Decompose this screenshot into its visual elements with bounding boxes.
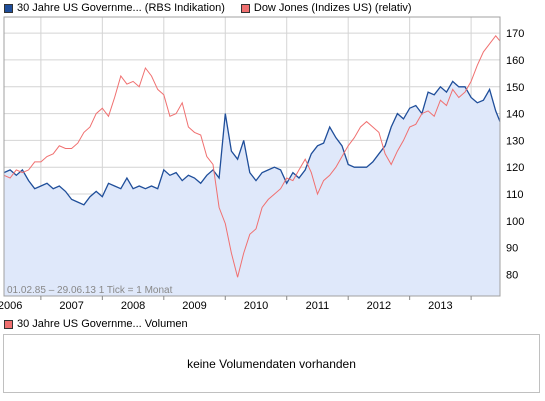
- y-tick-label-170: 170: [506, 28, 524, 40]
- x-tick-label-2011: 2011: [306, 300, 330, 312]
- y-axis: 80 90 100 110 120 130 140 150 160 170: [506, 28, 524, 281]
- y-tick-label-130: 130: [506, 135, 524, 147]
- volume-legend-swatch: [4, 319, 13, 329]
- x-tick-label-2008: 2008: [121, 300, 145, 312]
- y-tick-label-120: 120: [506, 162, 524, 174]
- x-tick-label-2009: 2009: [182, 300, 206, 312]
- y-tick-label-150: 150: [506, 82, 524, 94]
- y-tick-label-80: 80: [506, 270, 518, 282]
- legend-label-series1: 30 Jahre US Governme... (RBS Indikation): [17, 2, 225, 14]
- volume-empty-message: keine Volumendaten vorhanden: [187, 356, 356, 371]
- x-tick-label-2007: 2007: [59, 300, 83, 312]
- y-tick-label-110: 110: [506, 189, 524, 201]
- x-tick-label-2010: 2010: [244, 300, 268, 312]
- legend-swatch-series2: [240, 3, 250, 13]
- chart-area-layer: [4, 81, 500, 297]
- x-tick-label-2013: 2013: [428, 300, 452, 312]
- legend-label-series2: Dow Jones (Indizes US) (relativ): [253, 2, 412, 14]
- series-1-area: [4, 81, 500, 297]
- volume-legend-label: 30 Jahre US Governme... Volumen: [17, 318, 188, 330]
- x-tick-label-2006: 2006: [0, 300, 22, 312]
- legend-item-series2[interactable]: Dow Jones (Indizes US) (relativ): [240, 2, 412, 14]
- series-2-line: [3, 34, 501, 278]
- y-tick-label-160: 160: [506, 55, 524, 67]
- x-axis: 2006 2007 2008 2009 2010 2011 2012 2013: [0, 296, 472, 312]
- chart-range-info: 01.02.85 – 29.06.13 1 Tick = 1 Monat: [7, 285, 173, 296]
- plot-border: [3, 16, 501, 297]
- volume-panel: keine Volumendaten vorhanden: [3, 334, 540, 393]
- chart-line-layer: [3, 34, 501, 278]
- series-1-line: [3, 80, 501, 206]
- y-tick-label-100: 100: [506, 216, 524, 228]
- legend-swatch-series1: [4, 3, 13, 13]
- chart-legend: 30 Jahre US Governme... (RBS Indikation)…: [4, 1, 428, 15]
- legend-item-series1[interactable]: 30 Jahre US Governme... (RBS Indikation): [4, 2, 225, 14]
- x-tick-label-2012: 2012: [367, 300, 391, 312]
- volume-legend: 30 Jahre US Governme... Volumen: [4, 318, 188, 330]
- y-tick-label-140: 140: [506, 109, 524, 121]
- y-tick-label-90: 90: [506, 243, 518, 255]
